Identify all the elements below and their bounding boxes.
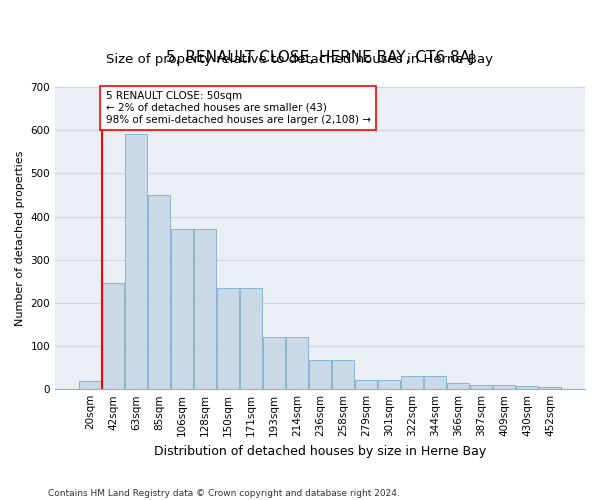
Text: 5 RENAULT CLOSE: 50sqm
← 2% of detached houses are smaller (43)
98% of semi-deta: 5 RENAULT CLOSE: 50sqm ← 2% of detached …: [106, 92, 371, 124]
Bar: [79, 382, 101, 389]
Bar: [148, 195, 170, 389]
Text: Size of property relative to detached houses in Herne Bay: Size of property relative to detached ho…: [107, 52, 493, 66]
Bar: [401, 376, 423, 389]
X-axis label: Distribution of detached houses by size in Herne Bay: Distribution of detached houses by size …: [154, 444, 486, 458]
Bar: [171, 230, 193, 389]
Bar: [539, 387, 561, 389]
Bar: [355, 380, 377, 389]
Text: Contains HM Land Registry data © Crown copyright and database right 2024.: Contains HM Land Registry data © Crown c…: [48, 488, 400, 498]
Bar: [217, 288, 239, 389]
Bar: [332, 360, 354, 389]
Bar: [309, 360, 331, 389]
Title: 5, RENAULT CLOSE, HERNE BAY, CT6 8AJ: 5, RENAULT CLOSE, HERNE BAY, CT6 8AJ: [166, 50, 474, 65]
Bar: [125, 134, 147, 389]
Y-axis label: Number of detached properties: Number of detached properties: [15, 150, 25, 326]
Bar: [378, 380, 400, 389]
Bar: [424, 376, 446, 389]
Bar: [263, 338, 285, 389]
Bar: [447, 383, 469, 389]
Bar: [516, 386, 538, 389]
Bar: [102, 284, 124, 389]
Bar: [240, 288, 262, 389]
Bar: [286, 338, 308, 389]
Bar: [194, 230, 216, 389]
Bar: [493, 386, 515, 389]
Bar: [470, 385, 492, 389]
